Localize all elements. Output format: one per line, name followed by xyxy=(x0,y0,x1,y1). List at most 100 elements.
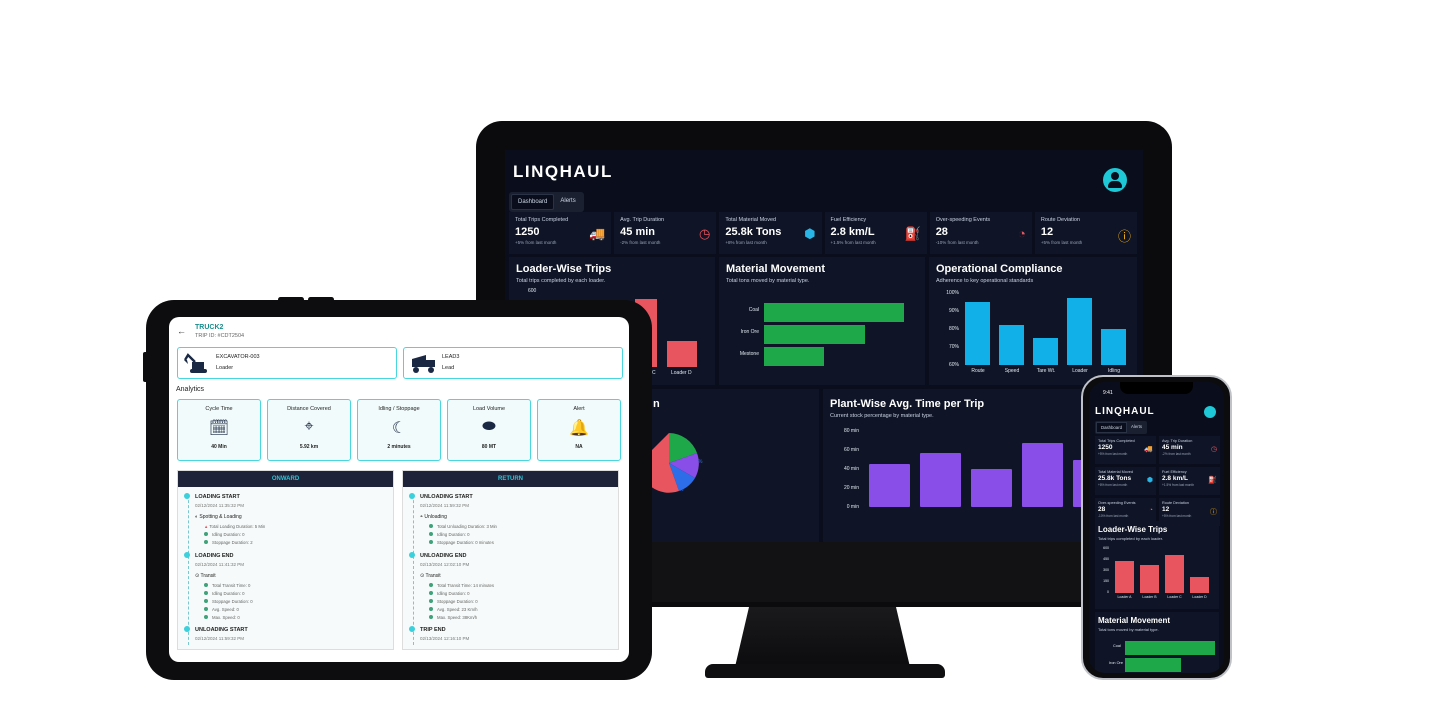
y-tick: 0 xyxy=(1107,590,1109,594)
panel-subtitle: Total trips completed by each loader. xyxy=(516,278,606,284)
onward-timeline: ONWARD LOADING START 02/12/2024 11:35:32… xyxy=(177,470,394,650)
phase-transit: ⊙ Transit xyxy=(195,573,216,579)
bar xyxy=(1140,565,1159,593)
tab-dashboard[interactable]: Dashboard xyxy=(1096,422,1128,433)
bar xyxy=(1165,554,1184,593)
timeline-line xyxy=(413,495,414,645)
x-tick: Speed xyxy=(1004,368,1020,374)
cube-icon: ⬢ xyxy=(804,226,816,241)
pie-label: % xyxy=(679,487,684,493)
lead-card[interactable]: LEAD3 Lead xyxy=(403,347,623,379)
onward-header: ONWARD xyxy=(178,471,393,487)
kpi-total-trips: Total Trips Completed 1250 +5% from last… xyxy=(1095,436,1156,464)
phase-unloading: ◓ Unloading xyxy=(420,514,447,520)
phase-item: Idling Duration: 0 xyxy=(429,532,470,537)
phase-item: Total Transit Time: 0 xyxy=(204,583,250,588)
x-tick: Loader C xyxy=(1167,595,1182,599)
bar xyxy=(1190,576,1209,593)
event-timestamp: 02/13/2024 12:02:10 PM xyxy=(420,562,470,567)
fuel-icon: ⛽ xyxy=(904,226,921,241)
y-tick: 80% xyxy=(948,326,959,332)
kpi-route-deviation: Route Deviation 12 +5% from last month ⓘ xyxy=(1034,212,1138,254)
panel-title: Material Movement xyxy=(726,263,826,275)
moon-icon: ☾ xyxy=(391,420,407,437)
pie-slice xyxy=(669,463,695,491)
user-avatar-icon[interactable] xyxy=(1204,406,1216,418)
clock-icon: ◷ xyxy=(699,226,711,241)
dump-truck-icon xyxy=(412,355,435,373)
y-tick: Coal xyxy=(748,307,759,313)
event-timestamp: 02/12/2024 11:35:32 PM xyxy=(195,503,244,508)
loader-card[interactable]: EXCAVATOR-003 Loader xyxy=(177,347,397,379)
phase-item: Max. Speed: 0 xyxy=(204,615,240,620)
lead-role: Lead xyxy=(442,365,455,371)
y-tick: 600 xyxy=(528,288,537,294)
kpi-label: Over-speeding Events xyxy=(935,217,991,223)
kpi-value: 2.8 km/L xyxy=(1162,475,1189,482)
panel-title: Operational Compliance xyxy=(936,263,1063,275)
tab-dashboard[interactable]: Dashboard xyxy=(511,194,555,210)
loader-bar-d xyxy=(667,341,697,367)
truck-icon: 🚚 xyxy=(588,226,606,241)
tab-alerts[interactable]: Alerts xyxy=(1131,424,1143,429)
tablet-button xyxy=(278,297,304,302)
user-avatar-icon[interactable] xyxy=(1103,168,1127,192)
return-header: RETURN xyxy=(403,471,618,487)
panel-title: Loader-Wise Trips xyxy=(516,263,612,275)
event-trip-end: TRIP END xyxy=(409,626,446,633)
bar xyxy=(1101,329,1126,365)
event-loading-start: LOADING START xyxy=(184,493,240,500)
bar xyxy=(1067,298,1092,365)
kpi-label: Total Material Moved xyxy=(1098,470,1134,474)
timeline-line xyxy=(188,495,189,645)
phase-item: Stoppage Duration: 2 xyxy=(204,540,253,545)
metric-label: Distance Covered xyxy=(287,406,331,412)
compliance-panel: Operational Compliance Adherence to key … xyxy=(929,257,1137,385)
x-tick: Loader D xyxy=(671,370,692,376)
bar xyxy=(764,325,865,344)
kpi-value: 45 min xyxy=(1162,444,1183,451)
metric-alert: Alert 🔔 NA xyxy=(537,399,621,461)
metric-cycle-time: Cycle Time 🗓 40 Min xyxy=(177,399,261,461)
pile-icon: ⬬ xyxy=(482,418,496,435)
x-tick: Loader xyxy=(1072,368,1088,374)
kpi-label: Avg. Trip Duration xyxy=(1162,439,1193,443)
metric-idling: Idling / Stoppage ☾ 2 minutes xyxy=(357,399,441,461)
panel-subtitle: Adherence to key operational standards xyxy=(936,278,1034,284)
kpi-material-moved: Total Material Moved 25.8k Tons +8% from… xyxy=(719,212,822,254)
metric-value: NA xyxy=(575,444,583,450)
panel-title: Material Movement xyxy=(1098,616,1171,625)
event-timestamp: 02/12/2024 11:59:32 PM xyxy=(420,503,469,508)
phase-item: Max. Speed: 38Km/h xyxy=(429,615,477,620)
y-tick: 0 min xyxy=(846,504,859,510)
metric-label: Idling / Stoppage xyxy=(378,406,420,412)
bar xyxy=(1115,560,1134,593)
y-tick: 20 min xyxy=(843,485,859,491)
y-tick: 300 xyxy=(1103,568,1109,572)
kpi-change: +1.5% from last month xyxy=(1162,483,1194,487)
trip-detail-screen: ← TRUCK2 TRIP ID: #CDT2504 EXCAVATOR-003… xyxy=(169,317,629,662)
phase-item: Total Transit Time: 14 minutes xyxy=(429,583,494,588)
tab-alerts[interactable]: Alerts xyxy=(560,198,576,204)
speedometer-icon: ◔ xyxy=(1148,507,1153,514)
monitor-stand xyxy=(735,607,910,667)
y-tick: 40 min xyxy=(843,466,859,472)
bar xyxy=(971,469,1012,507)
phase-item: Idling Duration: 0 xyxy=(204,532,245,537)
dashboard-tabs: Dashboard Alerts xyxy=(509,192,584,212)
phase-transit: ⊙ Transit xyxy=(420,573,441,579)
panel-title: Loader-Wise Trips xyxy=(1098,525,1168,534)
kpi-change: -2% from last month xyxy=(1162,452,1191,456)
mobile-loader-panel: Loader-Wise Trips Total trips completed … xyxy=(1095,521,1219,609)
truck-title: TRUCK2 xyxy=(195,324,224,331)
panel-subtitle: Current stock percentage by material typ… xyxy=(830,413,934,419)
phone-notch xyxy=(1120,382,1193,394)
back-arrow-icon[interactable]: ← xyxy=(177,326,186,336)
y-tick: 90% xyxy=(948,308,959,314)
kpi-change: +5% from last month xyxy=(515,240,557,245)
y-tick: 100% xyxy=(946,290,959,296)
y-tick: 60% xyxy=(948,362,959,368)
loader-name: EXCAVATOR-003 xyxy=(216,354,260,360)
tablet-button xyxy=(308,297,334,302)
